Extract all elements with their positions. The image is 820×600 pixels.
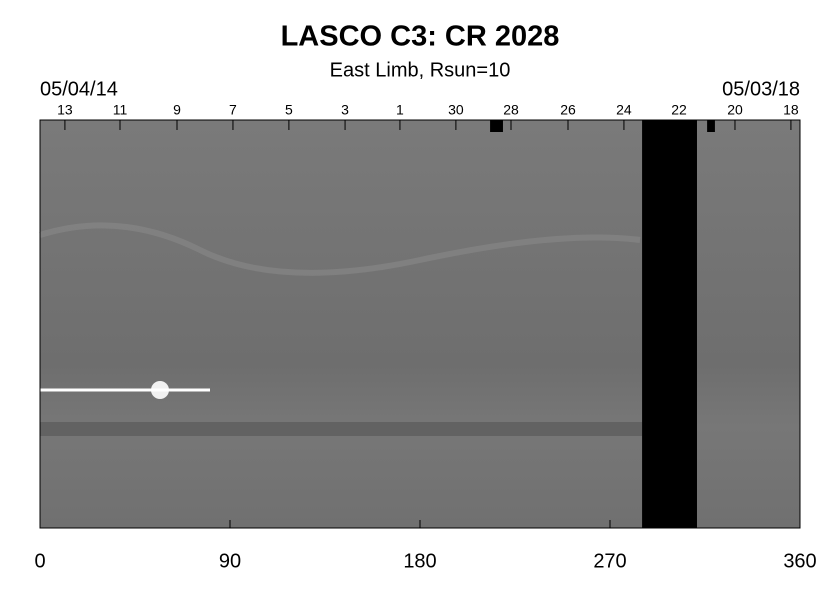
x-tick-label: 360	[783, 550, 816, 572]
bright-spot	[151, 381, 169, 399]
top-tick-label: 30	[448, 102, 464, 118]
streamer	[39, 222, 641, 276]
top-tick-label: 7	[229, 102, 237, 118]
top-tick-label: 18	[783, 102, 799, 118]
chart-title: LASCO C3: CR 2028	[281, 21, 560, 53]
x-tick-label: 180	[403, 550, 436, 572]
top-tick-label: 3	[341, 102, 349, 118]
x-tick-label: 0	[34, 550, 45, 572]
top-tick-label: 24	[616, 102, 632, 118]
top-tick-label: 5	[285, 102, 293, 118]
top-tick-label: 26	[560, 102, 576, 118]
x-tick-label: 90	[219, 550, 241, 572]
top-tick-label: 13	[57, 102, 73, 118]
start-date: 05/04/14	[40, 78, 118, 100]
data-gap	[642, 120, 697, 528]
end-date: 05/03/18	[722, 78, 800, 100]
partial-gap	[707, 120, 715, 132]
partial-gap	[490, 120, 503, 132]
top-tick-label: 9	[173, 102, 181, 118]
top-tick-label: 22	[671, 102, 687, 118]
top-tick-label: 11	[113, 102, 128, 118]
chart-subtitle: East Limb, Rsun=10	[330, 59, 511, 81]
noise-band	[40, 422, 642, 436]
top-tick-label: 20	[727, 102, 743, 118]
x-tick-label: 270	[593, 550, 626, 572]
top-tick-label: 28	[503, 102, 519, 118]
top-tick-label: 1	[396, 102, 404, 118]
